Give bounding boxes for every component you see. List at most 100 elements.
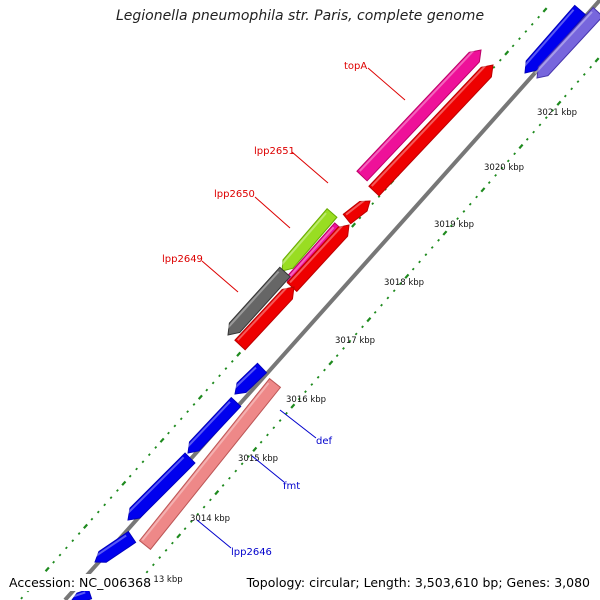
gene-def <box>185 396 242 454</box>
ruler-tick <box>304 390 307 394</box>
ruler-tick <box>145 570 149 574</box>
ruler-tick <box>563 94 567 98</box>
ruler-tick <box>278 419 282 422</box>
label-leader-line <box>254 196 291 229</box>
label-leader-line <box>279 409 317 439</box>
ruler-tick <box>186 410 190 414</box>
ruler-tick <box>537 15 541 19</box>
feature-highlight <box>521 9 575 69</box>
ruler-tick <box>310 383 314 386</box>
ruler-tick <box>96 510 100 514</box>
ruler-label: 3018 kbp <box>384 278 424 288</box>
ruler-tick <box>179 417 183 421</box>
gene-outer-purple-top <box>534 6 600 79</box>
ruler-tick <box>173 424 177 428</box>
feature-shape <box>286 224 350 293</box>
feature-highlight <box>289 224 344 284</box>
ruler-tick <box>487 181 491 185</box>
ruler-tick <box>252 446 258 452</box>
ruler-tick <box>358 216 362 220</box>
ruler-tick <box>214 490 220 496</box>
gene-label: fmt <box>283 481 300 492</box>
ruler-tick <box>211 381 215 385</box>
map-title: Legionella pneumophila str. Paris, compl… <box>115 8 485 24</box>
gene-red-small <box>342 199 371 225</box>
ruler-tick <box>121 480 127 486</box>
label-leader-line <box>201 260 239 293</box>
gene-blue-1 <box>232 362 268 395</box>
gene-label: def <box>316 436 333 447</box>
ruler-tick <box>351 222 357 228</box>
ruler-tick <box>316 375 320 379</box>
feature-highlight <box>125 456 185 516</box>
ruler-tick <box>542 7 548 13</box>
ruler-tick <box>197 394 203 400</box>
ruler-outer <box>138 57 600 582</box>
ruler-tick <box>272 426 276 430</box>
ruler-tick <box>190 520 193 523</box>
ruler-tick <box>348 339 352 343</box>
ruler-tick <box>90 517 94 521</box>
ruler-tick <box>404 273 410 279</box>
ruler-tick <box>518 143 524 150</box>
ruler-tick <box>154 446 158 449</box>
ruler-tick <box>202 505 206 509</box>
ruler-tick <box>77 532 81 535</box>
ruler-tick <box>430 246 434 249</box>
feature-highlight <box>224 270 280 331</box>
ruler-tick <box>259 440 263 444</box>
ruler-tick <box>538 123 542 127</box>
ruler-tick <box>285 411 288 415</box>
ruler-tick <box>236 351 242 357</box>
ruler-tick <box>158 556 162 559</box>
feature-highlight <box>93 534 127 558</box>
ruler-tick <box>147 453 151 457</box>
gene-label: lpp2651 <box>254 146 295 157</box>
ruler-tick <box>44 566 50 572</box>
ruler-tick <box>141 460 145 464</box>
ruler-tick <box>392 289 396 293</box>
gene-label: lpp2650 <box>214 189 255 200</box>
label-leader-line <box>196 519 232 549</box>
ruler-tick <box>71 539 75 543</box>
ruler-tick <box>544 116 548 120</box>
ruler-tick <box>196 512 200 516</box>
ruler-tick <box>159 437 165 443</box>
ruler-tick <box>228 476 231 480</box>
ruler-tick <box>530 22 534 26</box>
gene-red-1 <box>368 63 494 197</box>
feature-shape <box>127 452 196 521</box>
ruler-tick <box>506 159 510 163</box>
ruler-tick <box>424 253 428 257</box>
ruler-tick <box>221 484 225 487</box>
ruler-label: 3016 kbp <box>286 395 326 405</box>
ruler-tick <box>103 503 107 507</box>
ruler-tick <box>498 58 502 62</box>
ruler-tick <box>170 541 174 545</box>
ruler-tick <box>399 282 402 285</box>
ruler-tick <box>380 303 383 307</box>
feature-shape <box>234 286 295 351</box>
feature-highlight <box>141 382 270 541</box>
ruler-label: 3020 kbp <box>484 163 524 173</box>
ruler-tick <box>492 65 496 69</box>
gene-label: topA <box>344 61 367 72</box>
feature-highlight <box>345 199 366 216</box>
feature-highlight <box>279 212 327 268</box>
ruler-tick <box>116 489 119 492</box>
ruler-tick <box>373 310 377 314</box>
ruler-tick <box>532 130 536 134</box>
feature-highlight <box>359 48 476 172</box>
ruler-tick <box>437 238 440 242</box>
ruler-tick <box>151 563 155 567</box>
ruler-tick <box>354 332 358 336</box>
label-leader-line <box>291 151 329 184</box>
feature-shape <box>94 530 137 563</box>
ruler-tick <box>504 50 510 56</box>
accession-label: Accession: NC_006368 <box>7 574 154 591</box>
gene-red-2 <box>286 224 350 293</box>
ruler-tick <box>456 217 459 221</box>
ruler-tick <box>371 202 375 206</box>
feature-highlight <box>185 401 231 450</box>
